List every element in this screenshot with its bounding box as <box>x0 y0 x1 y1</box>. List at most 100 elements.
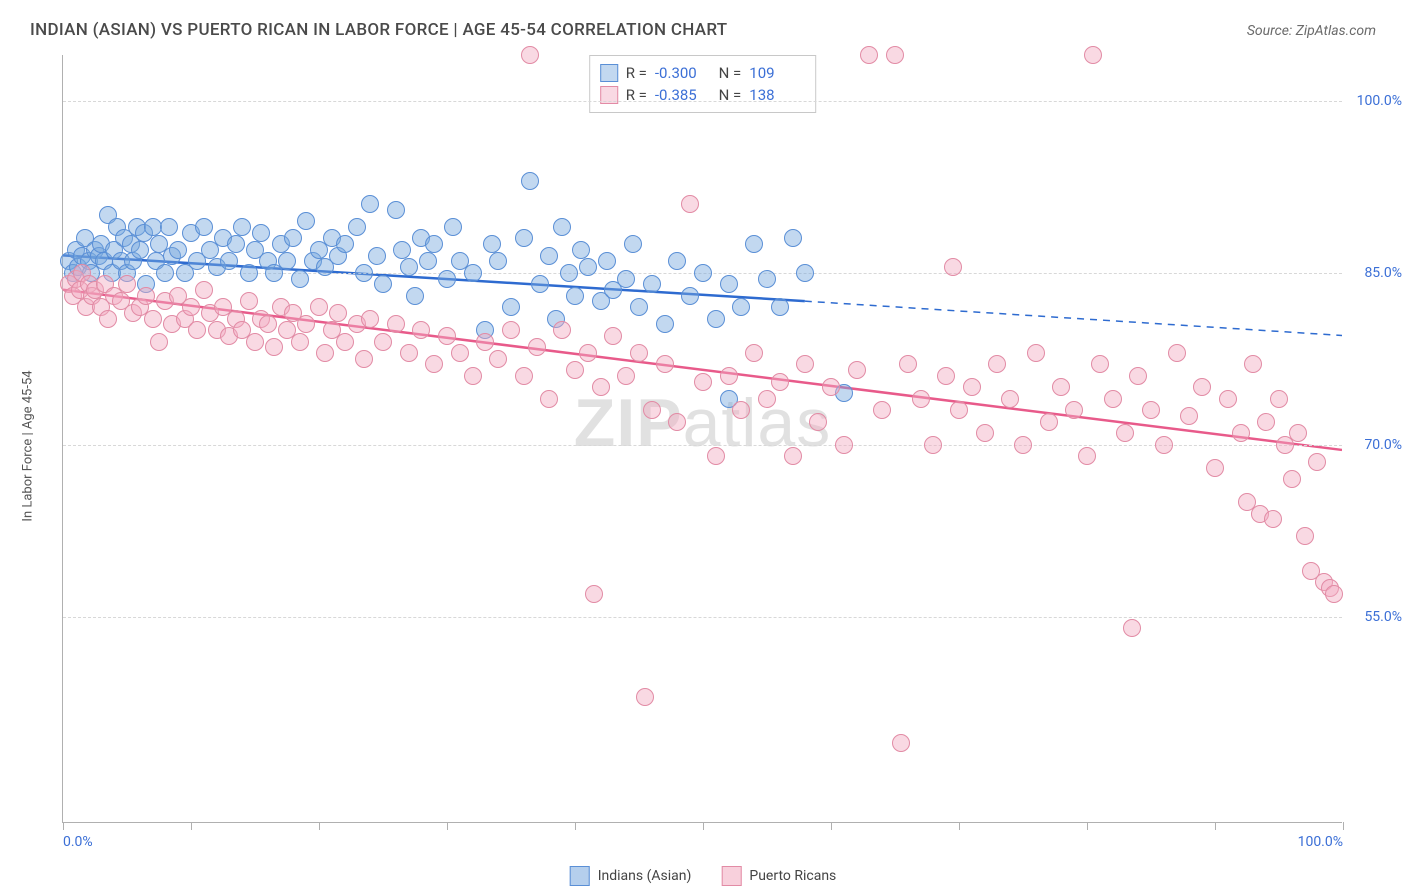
scatter-point <box>310 298 328 316</box>
scatter-point <box>758 390 776 408</box>
scatter-point <box>604 327 622 345</box>
scatter-point <box>1027 344 1045 362</box>
scatter-point <box>374 333 392 351</box>
scatter-point <box>188 321 206 339</box>
x-tick <box>1087 822 1088 830</box>
y-tick-label: 70.0% <box>1364 437 1402 453</box>
legend-swatch <box>721 866 741 886</box>
stats-n-label: N = <box>715 64 741 82</box>
scatter-point <box>387 315 405 333</box>
scatter-point <box>579 258 597 276</box>
scatter-point <box>195 281 213 299</box>
scatter-point <box>809 413 827 431</box>
scatter-point <box>1219 390 1237 408</box>
x-tick <box>63 822 64 830</box>
scatter-point <box>144 218 162 236</box>
scatter-point <box>156 264 174 282</box>
scatter-point <box>745 344 763 362</box>
scatter-point <box>438 270 456 288</box>
scatter-point <box>361 310 379 328</box>
scatter-point <box>720 275 738 293</box>
scatter-point <box>393 241 411 259</box>
scatter-point <box>489 350 507 368</box>
scatter-point <box>873 401 891 419</box>
scatter-point <box>592 378 610 396</box>
scatter-point <box>1142 401 1160 419</box>
scatter-point <box>252 224 270 242</box>
scatter-point <box>579 344 597 362</box>
scatter-point <box>521 172 539 190</box>
scatter-point <box>1129 367 1147 385</box>
scatter-point <box>924 436 942 454</box>
scatter-point <box>419 252 437 270</box>
scatter-point <box>336 235 354 253</box>
scatter-point <box>771 373 789 391</box>
scatter-point <box>950 401 968 419</box>
scatter-point <box>668 413 686 431</box>
scatter-point <box>1257 413 1275 431</box>
scatter-point <box>1308 453 1326 471</box>
scatter-point <box>1078 447 1096 465</box>
plot-area: ZIPatlas R =-0.300 N =109R =-0.385 N =13… <box>62 55 1342 823</box>
scatter-point <box>438 327 456 345</box>
scatter-point <box>195 218 213 236</box>
scatter-point <box>387 201 405 219</box>
y-tick-label: 85.0% <box>1364 265 1402 281</box>
legend-item: Indians (Asian) <box>570 866 692 886</box>
stats-swatch <box>600 64 618 82</box>
scatter-point <box>1193 378 1211 396</box>
scatter-point <box>1065 401 1083 419</box>
scatter-point <box>553 218 571 236</box>
scatter-point <box>1116 424 1134 442</box>
scatter-point <box>963 378 981 396</box>
y-tick-label: 100.0% <box>1357 93 1402 109</box>
scatter-point <box>131 241 149 259</box>
scatter-point <box>1155 436 1173 454</box>
scatter-point <box>464 264 482 282</box>
scatter-point <box>732 401 750 419</box>
scatter-point <box>246 333 264 351</box>
scatter-point <box>502 321 520 339</box>
scatter-point <box>707 310 725 328</box>
scatter-point <box>681 287 699 305</box>
scatter-point <box>400 258 418 276</box>
scatter-point <box>297 212 315 230</box>
scatter-point <box>144 310 162 328</box>
scatter-point <box>1270 390 1288 408</box>
scatter-point <box>937 367 955 385</box>
chart-title: INDIAN (ASIAN) VS PUERTO RICAN IN LABOR … <box>30 20 727 40</box>
scatter-point <box>361 195 379 213</box>
scatter-point <box>316 344 334 362</box>
scatter-point <box>892 734 910 752</box>
scatter-point <box>572 241 590 259</box>
x-tick-label: 100.0% <box>1298 834 1343 850</box>
scatter-point <box>444 218 462 236</box>
scatter-point <box>265 338 283 356</box>
scatter-point <box>745 235 763 253</box>
x-tick <box>703 822 704 830</box>
scatter-point <box>291 270 309 288</box>
scatter-point <box>348 218 366 236</box>
scatter-point <box>278 252 296 270</box>
scatter-point <box>758 270 776 288</box>
series-legend: Indians (Asian)Puerto Ricans <box>570 866 837 886</box>
scatter-point <box>732 298 750 316</box>
scatter-point <box>643 275 661 293</box>
scatter-point <box>784 229 802 247</box>
scatter-point <box>771 298 789 316</box>
scatter-point <box>585 585 603 603</box>
scatter-point <box>425 355 443 373</box>
scatter-point <box>528 338 546 356</box>
stats-row: R =-0.385 N =138 <box>600 84 802 106</box>
scatter-point <box>233 218 251 236</box>
scatter-point <box>1296 527 1314 545</box>
scatter-point <box>681 195 699 213</box>
scatter-point <box>566 287 584 305</box>
scatter-point <box>1014 436 1032 454</box>
gridline <box>63 617 1342 618</box>
stats-r-label: R = <box>626 64 647 82</box>
scatter-point <box>1180 407 1198 425</box>
scatter-point <box>240 292 258 310</box>
scatter-point <box>944 258 962 276</box>
scatter-point <box>99 310 117 328</box>
